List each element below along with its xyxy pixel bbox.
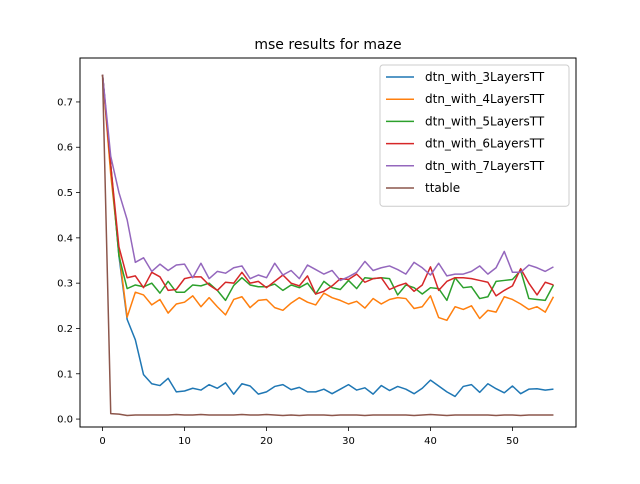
legend-box [379, 64, 570, 207]
series-line-5 [101, 74, 554, 282]
x-tick-label: 0 [99, 436, 105, 447]
y-tick-label: 0.0 [57, 415, 73, 426]
y-tick-label: 0.1 [57, 369, 73, 380]
series-layer [101, 74, 555, 417]
x-axis: 0 10 20 30 40 50 [99, 427, 519, 447]
x-tick-label: 30 [342, 436, 355, 447]
chart-title: mse results for maze [254, 37, 401, 53]
series-line-4 [101, 74, 554, 297]
x-tick-label: 50 [506, 436, 519, 447]
legend-label: dtn_with_3LayersTT [425, 70, 545, 84]
legend-label: ttable [425, 181, 460, 195]
y-tick-label: 0.5 [57, 188, 73, 199]
plot-frame [79, 57, 577, 428]
legend: dtn_with_3LayersTT dtn_with_4LayersTT dtn_… [379, 64, 570, 207]
x-tick-label: 10 [178, 436, 191, 447]
y-tick-label: 0.2 [57, 324, 73, 335]
legend-label: dtn_with_7LayersTT [425, 159, 545, 173]
y-tick-label: 0.7 [57, 97, 73, 108]
x-tick-label: 40 [424, 436, 437, 447]
series-line-2 [101, 74, 555, 322]
y-axis: 0.0 0.1 0.2 0.3 0.4 0.5 0.6 0.7 [57, 97, 80, 426]
y-tick-label: 0.6 [57, 143, 73, 154]
y-tick-label: 0.3 [57, 279, 73, 290]
legend-label: dtn_with_5LayersTT [425, 114, 545, 128]
series-line-6 [101, 74, 554, 417]
legend-label: dtn_with_4LayersTT [425, 92, 545, 106]
legend-label: dtn_with_6LayersTT [425, 137, 545, 151]
x-tick-label: 20 [260, 436, 273, 447]
y-tick-label: 0.4 [57, 233, 73, 244]
series-line-1 [101, 74, 554, 398]
series-line-3 [101, 74, 555, 302]
